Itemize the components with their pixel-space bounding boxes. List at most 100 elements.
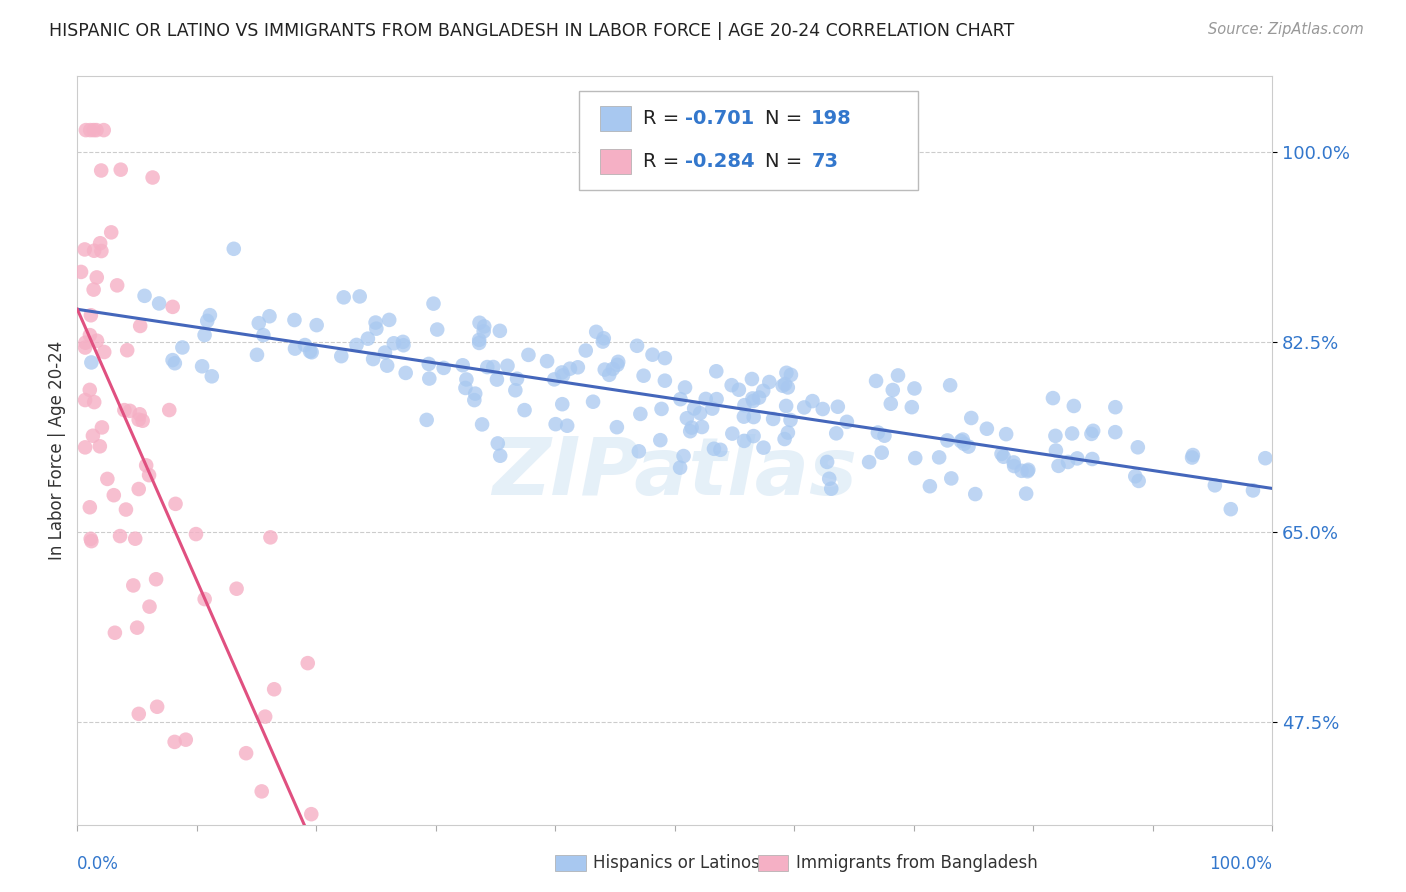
Point [299, 807, 322, 822]
Point [451, 359, 474, 373]
Point [138, 599, 160, 614]
Point [93, 123, 115, 137]
Point [1204, 478, 1226, 492]
Text: R =: R = [643, 109, 685, 128]
Point [742, 410, 765, 425]
Point [654, 351, 676, 365]
Point [960, 411, 983, 425]
Point [873, 428, 896, 442]
Text: N =: N = [765, 152, 808, 171]
Point [165, 497, 187, 511]
Point [1080, 426, 1102, 441]
Point [418, 357, 440, 371]
Point [472, 324, 495, 338]
Point [1241, 483, 1264, 498]
Point [976, 422, 998, 436]
Point [669, 392, 692, 407]
Point [115, 343, 138, 358]
Point [815, 455, 838, 469]
Point [235, 746, 257, 760]
Text: Source: ZipAtlas.com: Source: ZipAtlas.com [1208, 22, 1364, 37]
Point [752, 441, 775, 455]
Point [733, 398, 755, 412]
Point [463, 393, 485, 408]
Point [332, 290, 354, 304]
Point [128, 482, 150, 496]
Point [575, 343, 598, 358]
Point [1002, 458, 1025, 473]
Point [198, 308, 221, 322]
Point [558, 361, 581, 376]
Point [129, 318, 152, 333]
Point [222, 242, 245, 256]
Point [349, 289, 371, 303]
Point [375, 359, 398, 373]
Point [263, 682, 285, 697]
Point [1047, 458, 1070, 473]
Point [1081, 452, 1104, 467]
Point [733, 434, 755, 448]
Point [695, 392, 717, 406]
Point [1181, 450, 1204, 465]
Point [941, 471, 963, 485]
Point [1045, 443, 1067, 458]
Point [250, 784, 273, 798]
Point [415, 413, 437, 427]
Point [506, 372, 529, 386]
Point [544, 417, 567, 431]
Point [346, 338, 368, 352]
Text: Immigrants from Bangladesh: Immigrants from Bangladesh [796, 855, 1038, 872]
Point [641, 348, 664, 362]
Point [454, 381, 477, 395]
Point [79, 383, 101, 397]
Point [742, 429, 765, 443]
Point [773, 432, 796, 446]
Point [145, 572, 167, 586]
Point [650, 433, 672, 447]
Point [259, 530, 281, 544]
Point [294, 338, 316, 352]
Point [131, 414, 153, 428]
Point [426, 322, 449, 336]
Point [827, 400, 849, 414]
Point [73, 243, 96, 257]
Point [775, 399, 797, 413]
Point [90, 244, 112, 258]
Point [124, 532, 146, 546]
Point [246, 348, 269, 362]
Point [1017, 463, 1039, 477]
Point [194, 592, 217, 607]
Text: 100.0%: 100.0% [1209, 855, 1272, 873]
Point [122, 578, 145, 592]
Point [901, 400, 924, 414]
Point [91, 420, 114, 434]
Point [606, 358, 628, 372]
Point [142, 170, 165, 185]
Point [83, 283, 105, 297]
Point [82, 429, 104, 443]
Point [1045, 429, 1067, 443]
Point [157, 403, 180, 417]
Point [70, 265, 93, 279]
Point [953, 437, 976, 451]
Point [627, 444, 650, 458]
Point [776, 380, 799, 394]
Point [773, 377, 796, 392]
Point [225, 582, 247, 596]
Point [779, 413, 801, 427]
Point [1254, 451, 1277, 466]
Point [103, 488, 125, 502]
Point [939, 378, 962, 392]
Point [104, 625, 127, 640]
Point [818, 472, 841, 486]
Point [936, 434, 959, 448]
Point [1062, 426, 1084, 441]
Point [592, 331, 614, 345]
Text: 0.0%: 0.0% [77, 855, 120, 873]
Point [89, 236, 111, 251]
Point [75, 441, 97, 455]
Point [284, 342, 307, 356]
Point [357, 332, 380, 346]
Point [709, 442, 731, 457]
Point [138, 468, 160, 483]
